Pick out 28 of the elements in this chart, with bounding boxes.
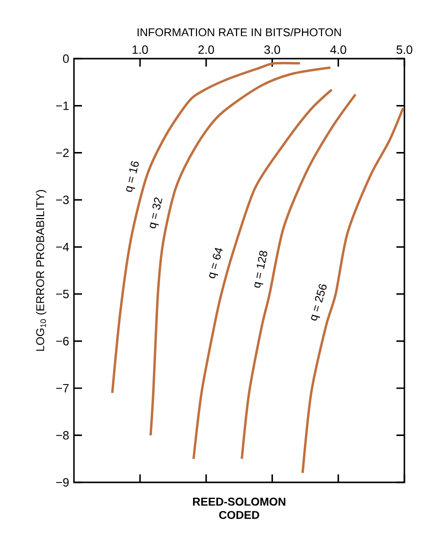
y-tick-label: −1	[56, 102, 69, 110]
line-series	[192, 88, 334, 460]
line-series	[240, 93, 357, 460]
y-axis-title: LOG$_{10}$ (ERROR PROBABILITY)	[36, 190, 47, 351]
x-axis-title: INFORMATION RATE IN BITS/PHOTON	[138, 28, 341, 36]
text: q = 16	[126, 161, 139, 192]
y-tick-label: −2	[56, 148, 69, 157]
x-tick-label: 4.0	[330, 45, 346, 54]
text: q = 128	[254, 250, 268, 288]
text: q = 256	[311, 284, 327, 321]
text: q = 32	[150, 198, 162, 228]
y-tick-label: −4	[56, 242, 70, 252]
text: q = 64	[209, 248, 223, 278]
x-tick-label: 2.0	[198, 45, 214, 54]
x-tick-label: 5.0	[396, 45, 412, 54]
line-series	[302, 106, 404, 474]
y-tick-label: −6	[56, 336, 69, 346]
y-tick-label: 0	[63, 54, 69, 63]
y-tick-label: −8	[56, 431, 69, 440]
y-tick-label: −5	[56, 290, 69, 298]
y-tick-label: −9	[56, 478, 69, 487]
y-tick-label: −3	[56, 196, 69, 204]
x-tick-label: 3.0	[264, 45, 280, 54]
line-series	[150, 66, 332, 436]
text: REED-SOLOMON CODED	[193, 498, 286, 519]
x-tick-label: 1.0	[132, 45, 148, 54]
line-series	[111, 62, 302, 394]
y-tick-label: −7	[56, 384, 69, 392]
